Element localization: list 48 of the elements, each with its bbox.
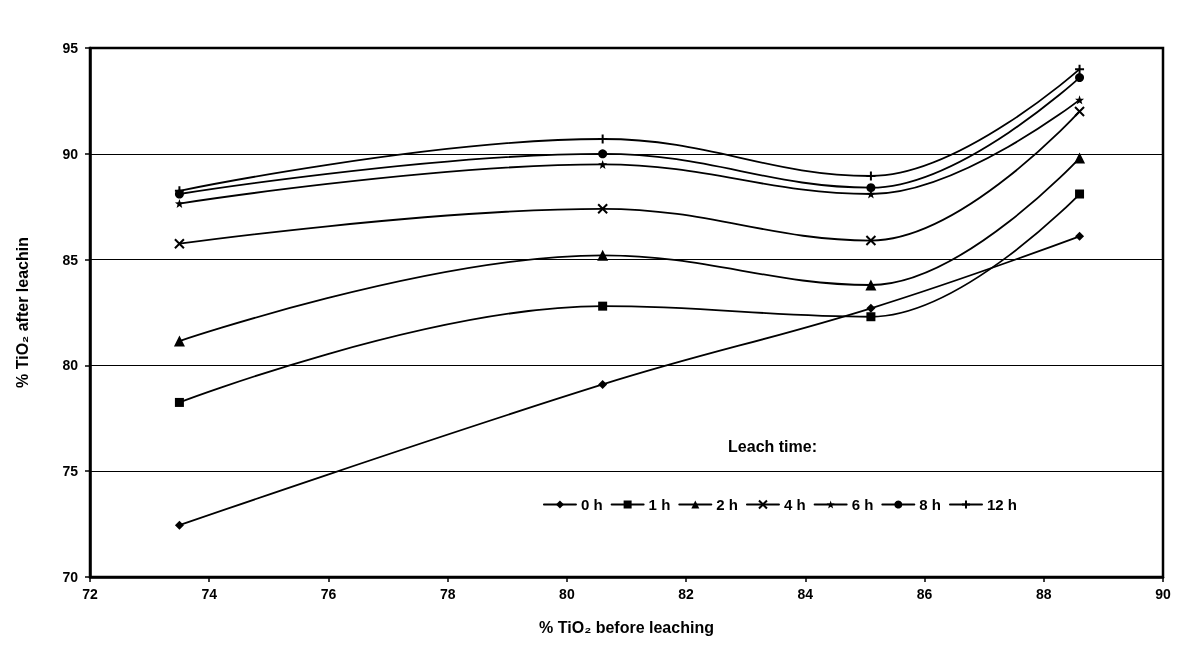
point xyxy=(1074,152,1086,164)
point xyxy=(174,397,184,407)
legend-label: 0 h xyxy=(580,496,603,513)
y-axis-title: % TiO₂ after leachin xyxy=(13,237,31,388)
x-tick-label: 80 xyxy=(559,586,575,602)
legend-title: Leach time: xyxy=(728,437,818,455)
y-tick-label: 70 xyxy=(62,569,79,585)
legend-label: 12 h xyxy=(986,496,1017,513)
y-tick-label: 90 xyxy=(62,145,79,162)
x-tick-label: 86 xyxy=(916,586,933,602)
point xyxy=(1075,95,1085,105)
point xyxy=(597,249,609,261)
y-tick-label: 80 xyxy=(62,357,79,374)
point xyxy=(866,183,876,193)
x-tick-label: 88 xyxy=(1035,586,1052,602)
point xyxy=(173,335,185,347)
y-tick-label: 75 xyxy=(62,463,79,480)
point xyxy=(1075,73,1085,83)
point xyxy=(174,199,184,209)
legend-label: 1 h xyxy=(648,496,671,513)
x-tick-label: 72 xyxy=(82,586,98,602)
y-tick-label: 85 xyxy=(62,251,79,268)
point xyxy=(598,301,608,311)
point xyxy=(597,203,609,215)
x-tick-label: 76 xyxy=(320,586,337,602)
point xyxy=(598,379,608,389)
legend-label: 6 h xyxy=(851,496,874,513)
point xyxy=(866,303,876,313)
legend-label: 2 h xyxy=(716,496,738,513)
x-axis-title: % TiO₂ before leaching xyxy=(539,618,714,636)
point xyxy=(865,279,877,291)
x-tick-label: 82 xyxy=(678,586,695,602)
point xyxy=(1075,189,1085,199)
point xyxy=(865,235,877,247)
x-tick-label: 74 xyxy=(201,586,218,602)
x-tick-label: 84 xyxy=(797,586,814,602)
point xyxy=(1075,231,1085,241)
point xyxy=(598,149,608,159)
point xyxy=(173,238,185,250)
x-tick-label: 78 xyxy=(439,586,456,602)
point xyxy=(174,520,184,530)
legend-label: 8 h xyxy=(919,496,941,513)
point xyxy=(1074,105,1086,117)
legend-label: 4 h xyxy=(783,496,806,513)
point xyxy=(598,159,608,169)
x-tick-label: 90 xyxy=(1155,586,1171,602)
y-tick-label: 95 xyxy=(62,40,79,56)
point xyxy=(866,312,876,322)
